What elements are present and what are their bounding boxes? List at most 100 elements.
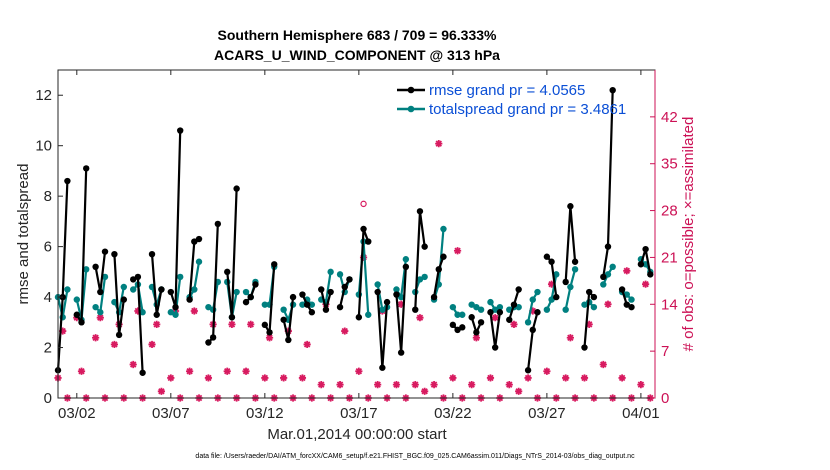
obs-assimilated-marker (186, 367, 194, 375)
obs-assimilated-marker (468, 381, 476, 389)
rmse-point (412, 306, 419, 313)
obs-assimilated-marker (77, 367, 86, 375)
spread-point (548, 296, 555, 303)
spread-point (496, 303, 504, 311)
obs-assimilated-marker (515, 387, 523, 395)
spread-point (402, 256, 410, 263)
obs-assimilated-marker (623, 267, 631, 275)
legend-spread-label: totalspread grand pr = 3.4861 (429, 101, 626, 118)
spread-point (73, 296, 81, 303)
obs-assimilated-marker (223, 367, 231, 375)
rmse-point (647, 271, 654, 278)
rmse-point (360, 225, 367, 233)
y-right-tick-label: 14 (661, 296, 678, 313)
rmse-point (280, 316, 287, 323)
obs-assimilated-marker (190, 307, 198, 315)
rmse-point (397, 349, 405, 356)
chart-title: Southern Hemisphere 683 / 709 = 96.333% (218, 27, 498, 43)
spread-point (397, 293, 405, 301)
rmse-point (266, 329, 273, 336)
y-axis-right: 0 7 14 21 28 35 42 (650, 70, 678, 407)
spread-point (365, 311, 372, 318)
obs-assimilated-marker (510, 320, 518, 328)
rmse-point (435, 266, 442, 273)
y-right-tick-label: 7 (661, 343, 669, 360)
y-tick-label: 8 (44, 188, 52, 205)
rmse-point (172, 303, 179, 311)
rmse-point (374, 288, 381, 296)
rmse-point (355, 314, 363, 321)
y-tick-label: 12 (35, 87, 52, 104)
spread-point (191, 286, 198, 293)
spread-point (553, 271, 560, 278)
obs-assimilated-marker (604, 300, 612, 308)
rmse-point (468, 314, 475, 321)
rmse-point (336, 303, 344, 311)
rmse-point (289, 293, 297, 301)
rmse-line-segment (56, 180, 69, 371)
obs-assimilated-marker (110, 340, 119, 349)
rmse-point (130, 276, 137, 283)
spread-point (609, 263, 616, 270)
rmse-point (454, 326, 461, 334)
rmse-point (365, 238, 372, 245)
spread-point (449, 303, 457, 311)
obs-assimilated-marker (167, 374, 175, 382)
obs-assimilated-marker (129, 360, 137, 369)
rmse-point (440, 253, 447, 260)
rmse-point (111, 250, 118, 258)
rmse-point (496, 309, 504, 316)
spread-point (308, 301, 316, 308)
spread-point (205, 303, 212, 311)
spread-point (604, 271, 612, 278)
spread-point (83, 266, 90, 273)
obs-count-layer (54, 140, 654, 402)
y-tick-label: 0 (44, 390, 52, 407)
rmse-point (515, 286, 522, 293)
spread-point (421, 273, 428, 281)
spread-point (177, 273, 184, 281)
obs-assimilated-marker (392, 381, 401, 389)
x-tick-label: 03/02 (58, 405, 96, 422)
obs-assimilated-marker (96, 314, 104, 322)
rmse-point (567, 203, 574, 210)
rmse-line-segment (150, 254, 163, 316)
obs-assimilated-marker (543, 367, 551, 375)
rmse-point (78, 319, 85, 326)
x-axis-label: Mar.01,2014 00:00:00 start (267, 426, 447, 443)
y-right-tick-label: 21 (661, 249, 678, 266)
rmse-point (247, 293, 254, 301)
rmse-point (416, 208, 424, 215)
rmse-point (303, 301, 311, 308)
rmse-point (604, 243, 612, 250)
obs-assimilated-marker (265, 334, 274, 342)
rmse-point (534, 309, 541, 316)
rmse-point (101, 248, 109, 255)
rmse-point (92, 263, 99, 270)
obs-assimilated-marker (547, 280, 556, 288)
rmse-point (642, 245, 649, 253)
x-tick-label: 04/01 (622, 405, 660, 422)
obs-assimilated-marker (374, 381, 382, 389)
spread-point (92, 303, 99, 311)
obs-assimilated-marker (341, 327, 349, 335)
rmse-point (228, 314, 236, 321)
spread-point (139, 309, 146, 316)
obs-assimilated-marker (261, 374, 269, 382)
y-axis-label-right: # of obs: o=possible; ×=assimilated (680, 117, 697, 352)
obs-assimilated-marker (280, 374, 288, 382)
obs-assimilated-marker (453, 247, 462, 255)
rmse-line-segment (583, 290, 595, 348)
obs-assimilated-marker (637, 381, 645, 389)
x-tick-label: 03/12 (246, 405, 284, 422)
rmse-point (600, 273, 607, 281)
spread-point (64, 286, 71, 293)
rmse-point (506, 316, 513, 323)
spread-point (195, 258, 203, 265)
rmse-point (590, 293, 598, 301)
spread-point (487, 298, 494, 306)
y-tick-label: 4 (44, 289, 52, 306)
spread-point (581, 301, 588, 308)
rmse-point (548, 258, 555, 265)
rmse-point (224, 268, 231, 276)
